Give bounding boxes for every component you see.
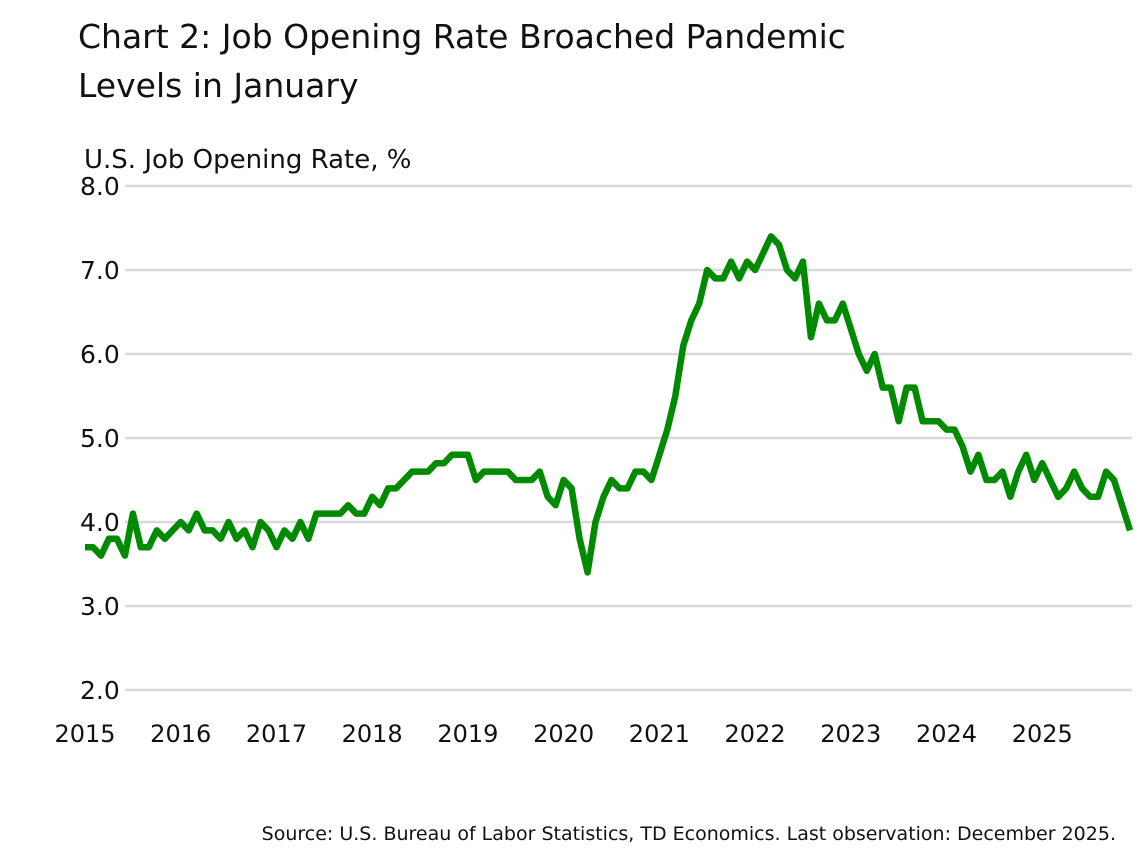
chart-title-line-1: Chart 2: Job Opening Rate Broached Pande… — [78, 17, 846, 56]
y-tick-label: 8.0 — [80, 172, 120, 201]
y-tick-label: 3.0 — [80, 592, 120, 621]
y-tick-label: 2.0 — [80, 676, 120, 705]
x-tick-label: 2022 — [725, 720, 786, 748]
x-tick-label: 2017 — [246, 720, 307, 748]
chart-title-line-2: Levels in January — [78, 66, 358, 105]
source-note: Source: U.S. Bureau of Labor Statistics,… — [262, 823, 1116, 845]
x-tick-label: 2024 — [916, 720, 977, 748]
y-tick-label: 7.0 — [80, 256, 120, 285]
x-tick-label: 2025 — [1012, 720, 1073, 748]
x-tick-label: 2023 — [820, 720, 881, 748]
y-tick-label: 4.0 — [80, 508, 120, 537]
y-axis-label: U.S. Job Opening Rate, % — [84, 145, 411, 175]
y-tick-label: 6.0 — [80, 340, 120, 369]
x-tick-label: 2021 — [629, 720, 690, 748]
x-tick-label: 2018 — [342, 720, 403, 748]
y-tick-label: 5.0 — [80, 424, 120, 453]
x-tick-label: 2020 — [533, 720, 594, 748]
x-tick-label: 2016 — [150, 720, 211, 748]
x-tick-label: 2015 — [54, 720, 115, 748]
x-tick-label: 2019 — [437, 720, 498, 748]
